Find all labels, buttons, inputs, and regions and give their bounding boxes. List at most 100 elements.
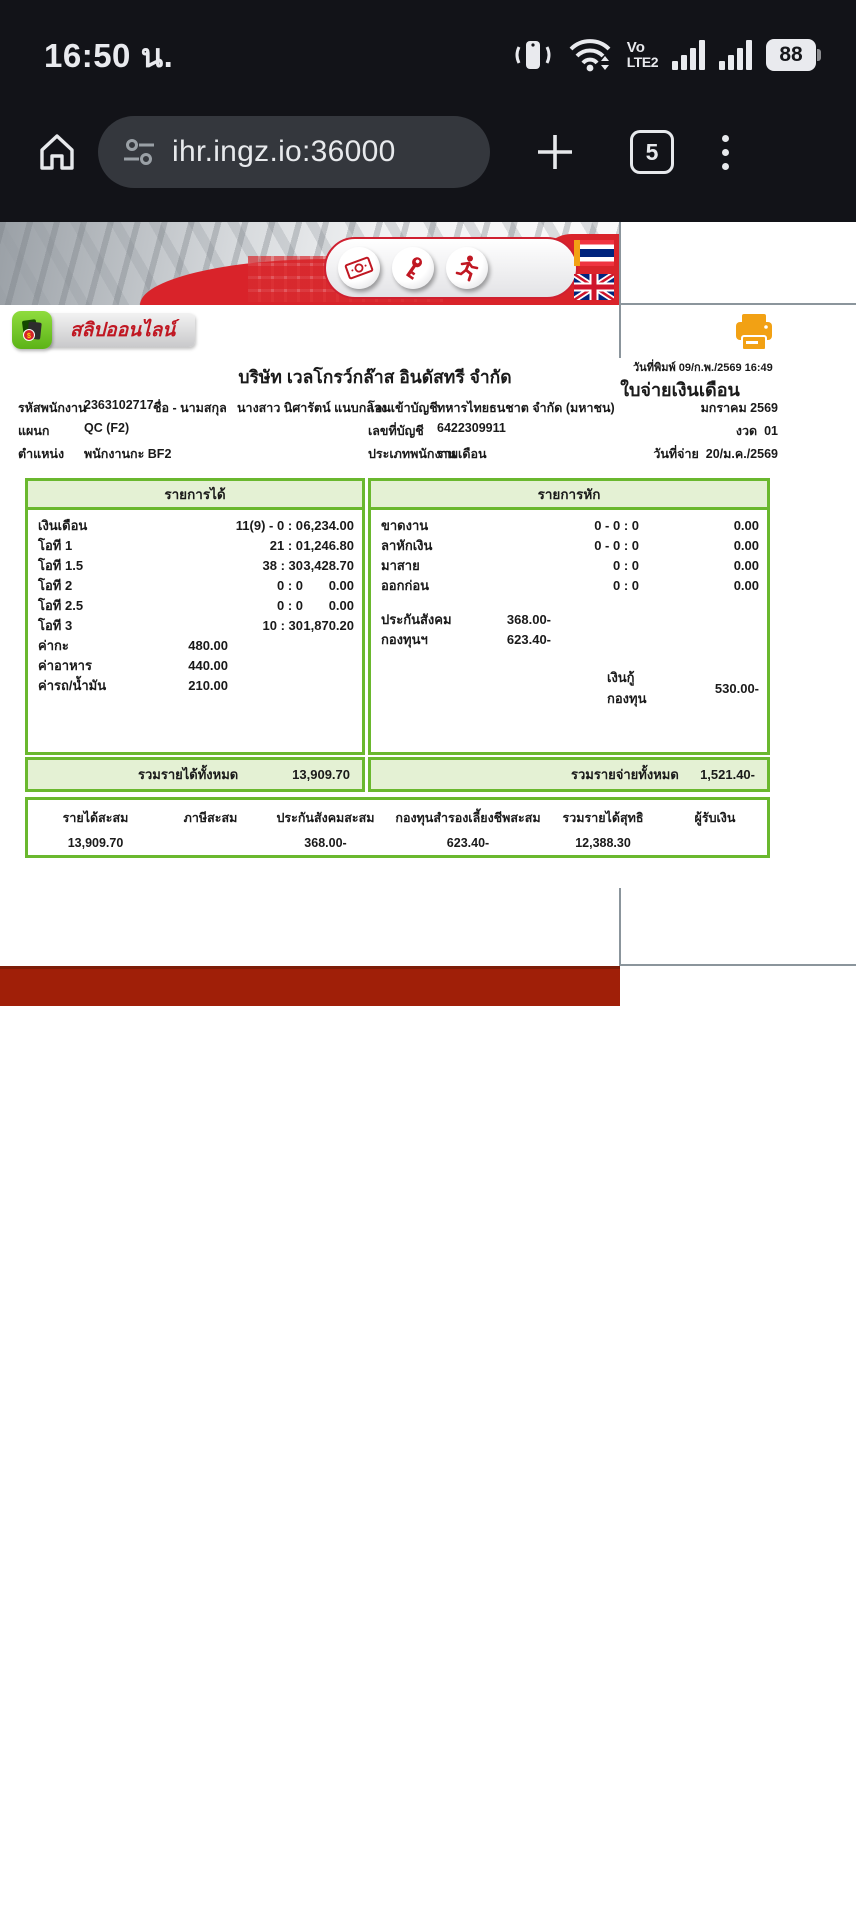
summary-value-cell: 623.40- — [446, 836, 490, 850]
earnings-header: รายการได้ — [28, 481, 362, 510]
home-icon — [40, 134, 74, 170]
deductions-row — [371, 595, 767, 609]
emp-type-value: รายเดือน — [437, 447, 487, 461]
doc-title: ใบจ่ายเงินเดือน — [620, 380, 740, 400]
deductions-cell: 0.00 — [733, 578, 759, 593]
pay-date: วันที่จ่าย 20/ม.ค./2569 — [653, 447, 778, 461]
deductions-row: กองทุนฯ 623.40- — [371, 629, 767, 649]
lang-english-button[interactable] — [572, 271, 616, 303]
earnings-total-label: รวมรายได้ทั้งหมด — [138, 767, 239, 782]
home-button[interactable] — [34, 129, 80, 175]
earnings-cell: 0 : 0 — [276, 598, 303, 613]
key-icon — [405, 257, 423, 280]
deductions-cell: 0 : 0 — [612, 578, 639, 593]
deductions-total-label: รวมรายจ่ายทั้งหมด — [571, 767, 679, 782]
deductions-row: ออกก่อน 0 : 0 0.00 — [371, 575, 767, 595]
account-label: เลขที่บัญชี — [368, 424, 424, 438]
signal-bars-sim1 — [672, 40, 705, 70]
earnings-table: รายการได้ เงินเดือน 11(9) - 0 : 0 6,234.00… — [25, 478, 365, 755]
earnings-cell: 11(9) - 0 : 0 — [235, 518, 303, 533]
lang-thai-button[interactable] — [574, 240, 614, 269]
deductions-row: เงินกู้กองทุน 530.00- — [371, 667, 767, 706]
password-key-button[interactable] — [392, 247, 434, 289]
uk-flag-icon — [572, 271, 616, 303]
earnings-cell: 480.00 — [188, 638, 228, 653]
bank-label: โอนเข้าบัญชี — [368, 401, 438, 415]
earnings-row: โอที 1.5 38 : 30 3,428.70 — [28, 555, 362, 575]
summary-header-cell: กองทุนสำรองเลี้ยงชีพสะสม — [395, 811, 541, 825]
earnings-cell: ค่ารถ/น้ำมัน — [38, 678, 107, 693]
url-bar[interactable]: ihr.ingz.io:36000 — [98, 116, 490, 188]
payslip-money-button[interactable] — [338, 247, 380, 289]
earnings-cell: โอที 3 — [38, 618, 73, 633]
deductions-cell: มาสาย — [381, 558, 420, 573]
account-value: 6422309911 — [437, 421, 506, 435]
summary-value-cell: 12,388.30 — [575, 836, 631, 850]
url-text: ihr.ingz.io:36000 — [172, 135, 396, 168]
status-bar: 16:50 น. Vo LTE2 — [0, 0, 856, 100]
deductions-cell: 0 - 0 : 0 — [594, 518, 639, 533]
earnings-cell: 0.00 — [328, 578, 354, 593]
emp-name-value: นางสาว นิศารัตน์ แนบกลาง — [237, 401, 388, 415]
earnings-cell: ค่าอาหาร — [38, 658, 92, 673]
earnings-cell: เงินเดือน — [38, 518, 88, 533]
summary-header-cell: ภาษีสะสม — [183, 811, 238, 825]
clock-text: 16:50 น. — [44, 36, 174, 74]
deductions-cell: ลาหักเงิน — [381, 538, 433, 553]
earnings-total-row: รวมรายได้ทั้งหมด 13,909.70 — [25, 757, 365, 792]
wifi-icon — [569, 39, 611, 72]
summary-header-cell: รวมรายได้สุทธิ — [562, 811, 644, 825]
print-button[interactable] — [732, 312, 776, 357]
period-no: งวด 01 — [735, 424, 778, 438]
summary-value-cell — [163, 836, 258, 850]
frame-line-top-right — [619, 303, 856, 305]
summary-values: 13,909.70 368.00- 623.40- 12,388.30 — [28, 836, 767, 850]
slip-tab-label: สลิปออนไลน์ — [70, 320, 176, 341]
banner-button-group — [324, 237, 578, 299]
browser-menu-button[interactable] — [722, 134, 729, 170]
frame-divider-bottom — [619, 888, 621, 966]
company-name: บริษัท เวลโกรว์กล๊าส อินดัสทรี จำกัด — [238, 367, 512, 387]
deductions-row — [371, 649, 767, 667]
earnings-row: เงินเดือน 11(9) - 0 : 0 6,234.00 — [28, 515, 362, 535]
deductions-rows: ขาดงาน 0 - 0 : 0 0.00 ลาหักเงิน 0 - 0 : 0 0.0… — [371, 510, 767, 706]
deductions-cell: 368.00- — [506, 612, 551, 627]
bank-value: ทหารไทยธนชาต จำกัด (มหาชน) — [437, 401, 615, 415]
summary-value-cell: 13,909.70 — [67, 836, 124, 850]
plus-icon — [538, 135, 572, 169]
frame-line-bottom-right — [619, 964, 856, 966]
emp-id-label: รหัสพนักงาน — [18, 401, 87, 415]
logout-button[interactable] — [446, 247, 488, 289]
browser-toolbar: ihr.ingz.io:36000 5 — [0, 100, 856, 212]
tab-switcher-button[interactable]: 5 — [630, 130, 674, 174]
emp-name-label: ชื่อ - นามสกุล — [153, 401, 227, 415]
new-tab-button[interactable] — [532, 129, 578, 175]
deductions-row: ขาดงาน 0 - 0 : 0 0.00 — [371, 515, 767, 535]
deductions-cell: ขาดงาน — [381, 518, 429, 533]
earnings-cell: 1,870.20 — [303, 618, 354, 633]
dept-label: แผนก — [18, 424, 50, 438]
deductions-table: รายการหัก ขาดงาน 0 - 0 : 0 0.00 ลาหักเงิน 0 … — [368, 478, 770, 755]
banknote-icon — [344, 256, 374, 280]
earnings-cell: 6,234.00 — [303, 518, 354, 533]
summary-header-cell: ผู้รับเงิน — [694, 811, 736, 825]
footer-red-bar — [0, 966, 620, 1006]
period-month: มกราคม 2569 — [700, 401, 778, 415]
earnings-row: ค่ากะ 480.00 — [28, 635, 362, 655]
running-man-icon — [455, 255, 479, 282]
print-date: วันที่พิมพ์ 09/ก.พ./2569 16:49 — [633, 362, 773, 374]
summary-table: รายได้สะสม ภาษีสะสม ประกันสังคมสะสม กองทุนส… — [25, 797, 770, 858]
earnings-row: ค่ารถ/น้ำมัน 210.00 — [28, 675, 362, 695]
earnings-row: โอที 1 21 : 0 1,246.80 — [28, 535, 362, 555]
earnings-cell: โอที 2.5 — [38, 598, 84, 613]
dept-value: QC (F2) — [84, 421, 130, 435]
slip-online-tab[interactable]: $ สลิปออนไลน์ — [12, 310, 196, 350]
deductions-row: ลาหักเงิน 0 - 0 : 0 0.00 — [371, 535, 767, 555]
frame-divider-top — [619, 222, 621, 358]
signal-bars-sim2 — [719, 40, 752, 70]
battery-indicator: 88 — [766, 39, 821, 71]
earnings-cell: โอที 1 — [38, 538, 73, 553]
deductions-cell: 530.00- — [714, 680, 759, 696]
deductions-cell: 0.00 — [733, 558, 759, 573]
deductions-row: ประกันสังคม 368.00- — [371, 609, 767, 629]
